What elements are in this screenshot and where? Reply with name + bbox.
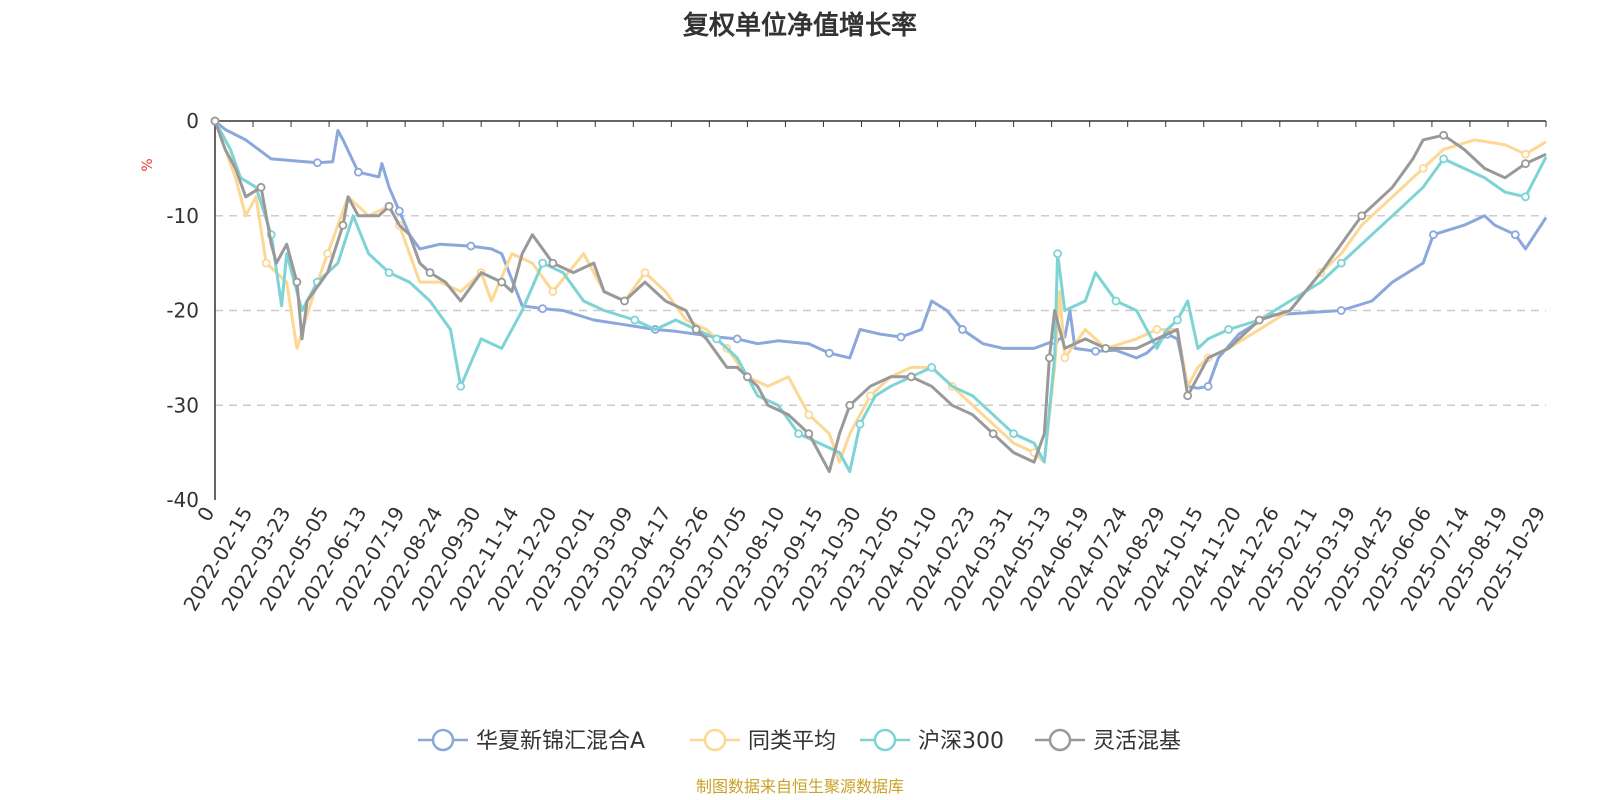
data-point — [1336, 306, 1346, 315]
legend-label: 沪深300 — [918, 729, 1004, 754]
series-line-2 — [213, 120, 1547, 464]
data-point — [958, 325, 967, 334]
legend-label: 同类平均 — [748, 729, 836, 754]
data-point — [548, 287, 558, 296]
data-point — [353, 167, 363, 177]
legend-label: 华夏新锦汇混合A — [476, 729, 645, 754]
series-line-1 — [214, 119, 1548, 390]
data-point — [1521, 149, 1530, 159]
legend-marker-icon — [873, 728, 897, 752]
data-point — [1336, 258, 1346, 268]
y-tick-label: 0 — [186, 109, 199, 133]
data-point — [1060, 353, 1070, 363]
series-line-3 — [213, 120, 1548, 474]
data-point — [312, 158, 322, 168]
data-point — [384, 201, 394, 211]
data-point — [1418, 163, 1428, 173]
series-line-4 — [213, 120, 1547, 474]
data-point — [988, 429, 998, 439]
data-point — [804, 410, 814, 420]
data-point — [1152, 325, 1162, 334]
data-point — [538, 304, 548, 314]
data-point — [732, 334, 742, 344]
x-tick-label: 0 — [192, 503, 219, 526]
y-tick-label: -30 — [166, 393, 199, 417]
data-point — [855, 419, 865, 429]
data-point — [1521, 159, 1530, 169]
y-axis-unit: % — [140, 158, 156, 171]
data-point — [1254, 315, 1264, 325]
data-point — [261, 258, 271, 268]
data-point — [425, 268, 435, 278]
data-point — [292, 277, 302, 287]
data-point — [1439, 154, 1449, 164]
data-point — [630, 315, 640, 325]
y-tick-label: -40 — [166, 488, 199, 512]
data-point — [394, 206, 404, 216]
data-point — [323, 249, 333, 259]
data-point — [1045, 353, 1054, 363]
data-point — [640, 268, 650, 278]
data-point — [1203, 381, 1213, 391]
data-point — [804, 429, 814, 439]
data-point — [845, 400, 855, 410]
y-tick-label: -10 — [166, 204, 199, 228]
data-point — [1101, 343, 1111, 353]
data-point — [456, 381, 466, 391]
y-tick-label: -20 — [166, 299, 199, 323]
legend-item-2[interactable]: 同类平均 — [690, 728, 836, 754]
data-point — [1521, 192, 1530, 202]
data-point — [1111, 296, 1121, 306]
data-point — [794, 429, 803, 439]
data-point — [1053, 249, 1063, 259]
axes: 0-10-20-30-4002022-02-152022-03-232022-0… — [166, 109, 1550, 615]
data-point — [497, 277, 507, 287]
legend-item-3[interactable]: 沪深300 — [860, 728, 1004, 754]
data-source-note: 制图数据来自恒生聚源数据库 — [696, 777, 904, 796]
data-point — [1173, 315, 1182, 325]
data-point — [538, 258, 548, 268]
data-point — [691, 325, 701, 334]
data-point — [743, 372, 752, 382]
data-point — [548, 258, 558, 268]
legend-marker-icon — [703, 728, 727, 752]
data-point — [906, 372, 916, 382]
series-lines — [210, 116, 1548, 474]
data-point — [1510, 230, 1520, 240]
legend-item-4[interactable]: 灵活混基 — [1035, 728, 1181, 754]
data-point — [1091, 346, 1100, 356]
data-point — [384, 268, 394, 278]
data-point — [927, 362, 937, 372]
data-point — [712, 334, 722, 344]
data-point — [466, 241, 476, 251]
data-point — [1428, 230, 1438, 240]
legend-item-1[interactable]: 华夏新锦汇混合A — [418, 728, 645, 754]
data-point — [210, 116, 220, 126]
data-point — [824, 348, 834, 358]
legend-marker-icon — [431, 728, 455, 752]
data-point — [1224, 325, 1234, 334]
chart-title: 复权单位净值增长率 — [683, 10, 917, 41]
data-point — [338, 220, 348, 230]
legend[interactable]: 华夏新锦汇混合A 同类平均 沪深300 灵活混基 — [418, 728, 1181, 754]
data-point — [1357, 211, 1367, 221]
data-point — [1439, 130, 1449, 140]
legend-marker-icon — [1048, 728, 1072, 752]
data-point — [896, 332, 906, 342]
legend-label: 灵活混基 — [1093, 729, 1181, 754]
data-point — [1183, 391, 1193, 401]
data-point — [620, 296, 629, 306]
data-point — [1009, 429, 1018, 439]
data-point — [256, 182, 266, 192]
